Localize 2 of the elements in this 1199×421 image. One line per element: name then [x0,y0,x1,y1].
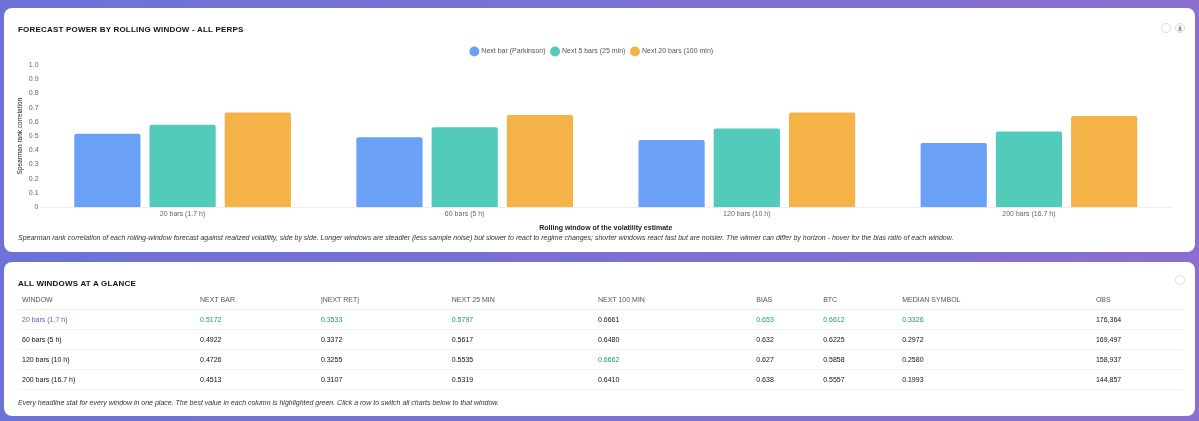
chart-title: FORECAST POWER BY ROLLING WINDOW - ALL PERPS [18,25,244,34]
chart-title: ALL WINDOWS AT A GLANCE [18,279,137,288]
